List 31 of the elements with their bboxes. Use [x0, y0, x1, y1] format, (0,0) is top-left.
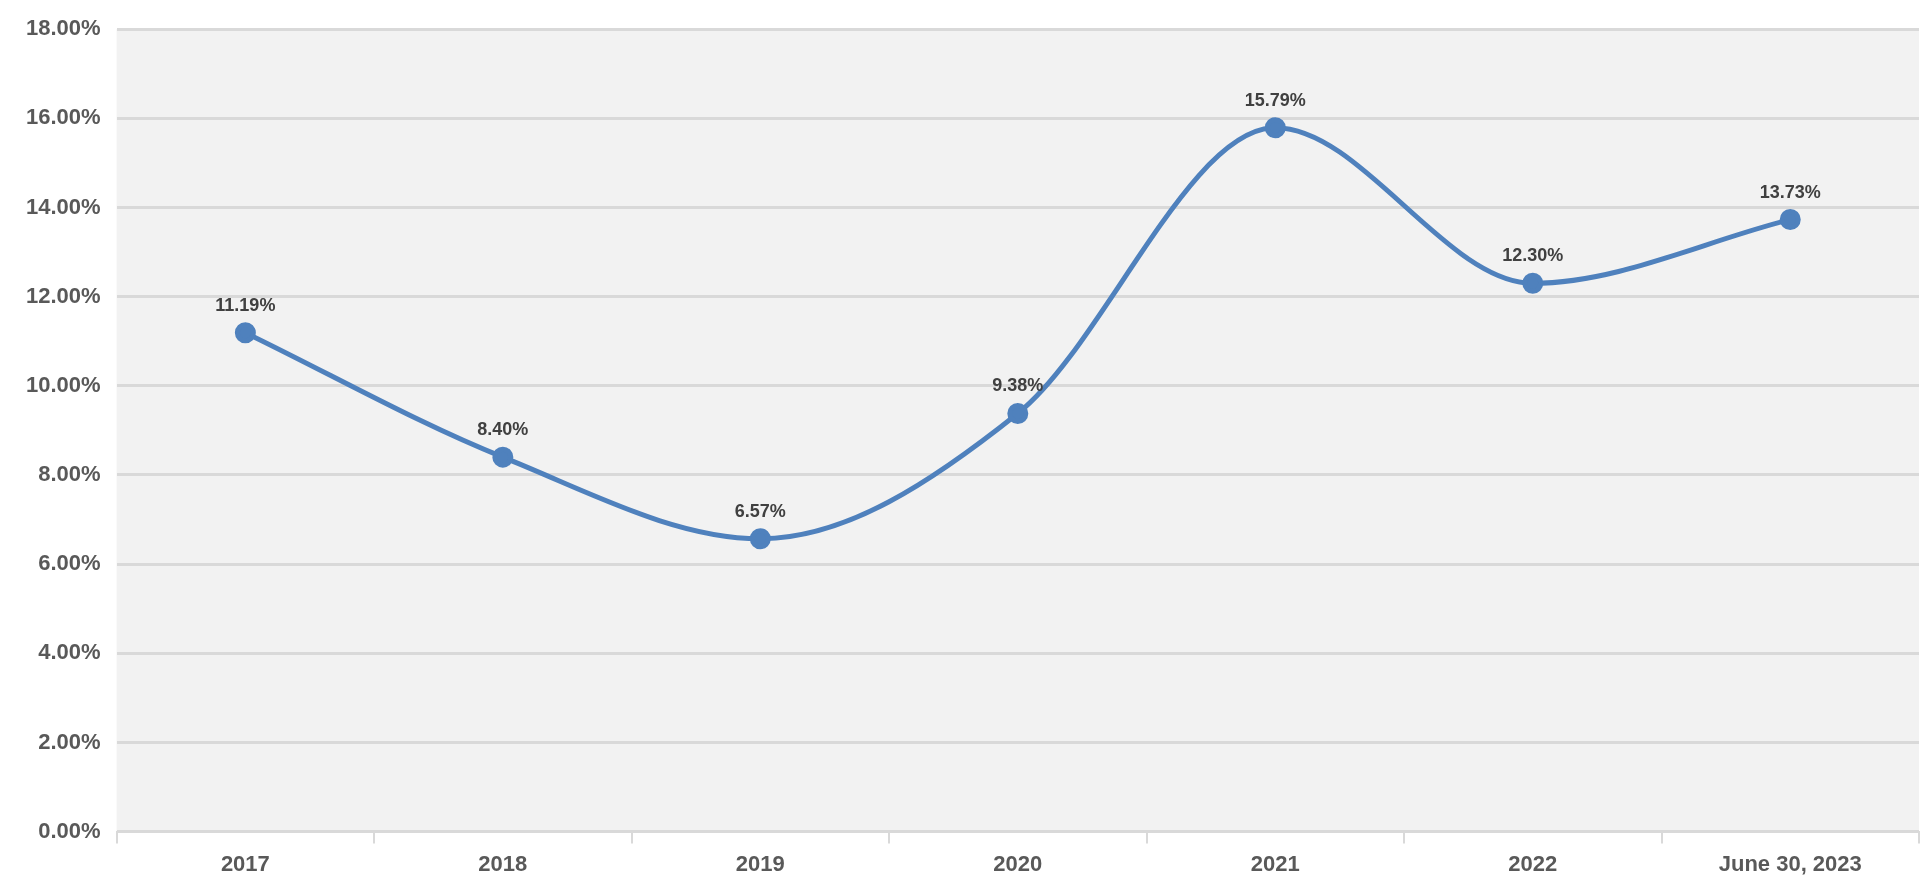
x-tick-label: 2022	[1508, 850, 1558, 876]
data-label: 15.79%	[1244, 89, 1306, 110]
y-tick-label: 2.00%	[38, 728, 101, 754]
point	[1264, 117, 1286, 139]
y-tick-label: 10.00%	[25, 371, 101, 397]
point	[1007, 402, 1029, 424]
y-tick-label: 6.00%	[38, 550, 101, 576]
y-tick-label: 18.00%	[25, 15, 101, 41]
point	[492, 446, 514, 468]
y-tick-label: 8.00%	[38, 461, 101, 487]
data-label: 11.19%	[215, 294, 276, 315]
data-label: 6.57%	[734, 500, 786, 521]
x-tick-label: 2021	[1250, 850, 1300, 876]
x-tick-label: 2018	[478, 850, 528, 876]
y-tick-label: 14.00%	[25, 193, 101, 219]
data-label: 13.73%	[1759, 181, 1821, 202]
point	[234, 322, 256, 344]
point	[1779, 209, 1801, 231]
y-tick-label: 0.00%	[38, 817, 101, 843]
x-tick-label: 2020	[993, 850, 1043, 876]
y-tick-label: 4.00%	[38, 639, 101, 665]
point	[749, 528, 771, 550]
x-tick-label: 2019	[735, 850, 785, 876]
y-tick-label: 16.00%	[25, 104, 101, 130]
x-tick-label: June 30, 2023	[1718, 850, 1862, 876]
y-tick-label: 12.00%	[25, 282, 101, 308]
point	[1522, 272, 1544, 294]
data-label: 12.30%	[1502, 245, 1564, 266]
data-label: 8.40%	[477, 419, 529, 440]
data-label: 9.38%	[992, 375, 1044, 396]
x-tick-label: 2017	[220, 850, 270, 876]
